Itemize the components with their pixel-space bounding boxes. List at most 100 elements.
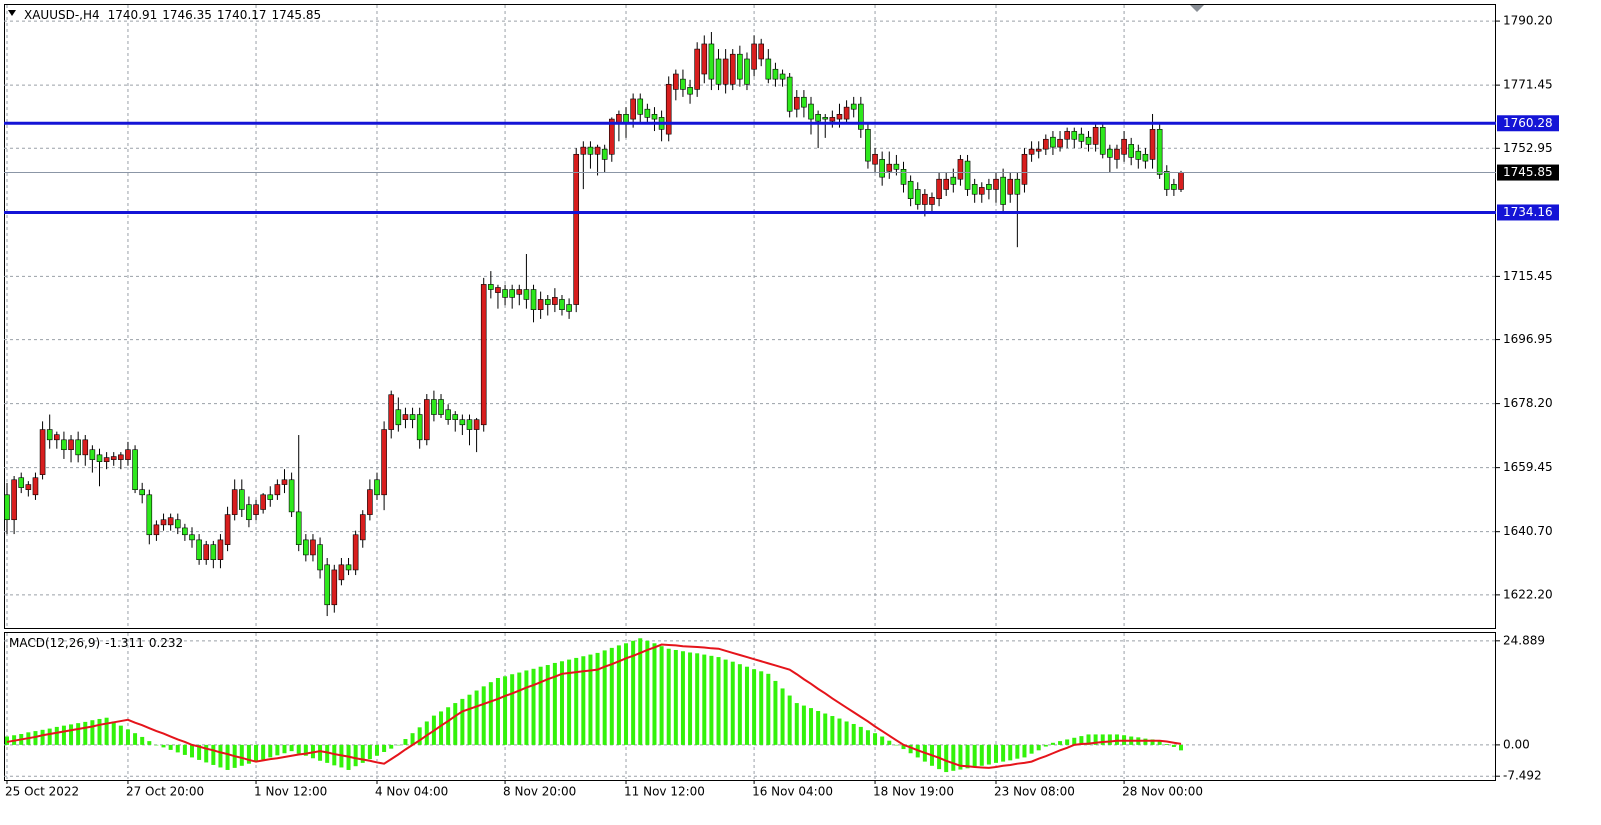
histogram-bar	[730, 661, 735, 745]
histogram-bar	[645, 640, 650, 745]
candle-body	[957, 159, 964, 180]
candle-body	[971, 184, 978, 195]
candle-body	[559, 299, 565, 310]
candle-body	[331, 569, 338, 606]
candle-body	[637, 98, 644, 115]
histogram-bar	[1079, 736, 1084, 745]
candle-body	[82, 439, 89, 456]
candle-body	[423, 399, 430, 441]
candle-body	[367, 489, 373, 515]
histogram-bar	[837, 718, 842, 745]
histogram-bar	[403, 739, 408, 745]
histogram-bar	[488, 682, 493, 745]
histogram-bar	[296, 744, 301, 754]
histogram-bar	[887, 740, 892, 745]
candle-body	[722, 58, 729, 85]
y-tick-label: 0.00	[1503, 737, 1530, 751]
candle-body	[900, 169, 907, 185]
candle-body	[217, 539, 224, 560]
histogram-bar	[246, 744, 251, 764]
candle-body	[11, 479, 17, 521]
y-tick-label: 1678.20	[1503, 396, 1553, 410]
candle-body	[167, 517, 174, 526]
histogram-bar	[147, 741, 152, 745]
candle-body	[281, 479, 288, 485]
candle-body	[1128, 144, 1134, 158]
candle-body	[274, 484, 281, 496]
histogram-bar	[602, 650, 607, 745]
y-tick-label: 24.889	[1503, 633, 1545, 647]
candle-body	[480, 284, 487, 426]
menu-arrow[interactable]	[8, 10, 16, 16]
histogram-bar	[189, 744, 194, 758]
chart-header: XAUUSD-,H4 1740.91 1746.35 1740.17 1745.85	[24, 8, 321, 22]
y-tick-label: 1622.20	[1503, 587, 1553, 601]
candle-body	[993, 178, 999, 190]
histogram-bar	[787, 695, 792, 745]
candle-body	[1178, 172, 1184, 190]
level-label: 1760.28	[1503, 116, 1553, 130]
x-tick-label: 16 Nov 04:00	[752, 785, 833, 799]
candle-body	[110, 456, 117, 460]
histogram-bar	[481, 686, 486, 745]
histogram-bar	[175, 744, 180, 753]
histogram-bar	[794, 703, 799, 745]
candle-body	[431, 399, 437, 415]
histogram-bar	[1001, 744, 1006, 762]
histogram-bar	[275, 744, 280, 756]
histogram-bar	[552, 662, 557, 745]
histogram-bar	[204, 744, 209, 763]
histogram-bar	[809, 708, 814, 745]
candle-body	[381, 429, 387, 496]
histogram-bar	[559, 661, 564, 745]
histogram-bar	[631, 640, 636, 745]
candle-body	[1163, 171, 1170, 190]
histogram-bar	[680, 651, 685, 745]
candle-body	[239, 489, 245, 510]
histogram-bar	[616, 645, 621, 745]
histogram-bar	[908, 744, 913, 754]
symbol: XAUUSD-,H4	[24, 8, 100, 22]
histogram-bar	[197, 744, 202, 760]
candle-body	[174, 519, 181, 529]
histogram-bar	[168, 744, 173, 750]
histogram-bar	[1029, 744, 1034, 754]
candle-body	[694, 48, 700, 90]
candle-body	[1000, 176, 1006, 205]
candle-body	[160, 519, 167, 526]
candle-body	[253, 504, 259, 515]
candle-body	[744, 58, 750, 85]
shift-marker[interactable]	[1190, 5, 1204, 12]
candle-body	[587, 146, 594, 155]
candle-body	[537, 299, 544, 310]
x-tick-label: 11 Nov 12:00	[624, 785, 705, 799]
histogram-bar	[111, 721, 116, 745]
y-tick-label: 1752.95	[1503, 141, 1553, 155]
candle-body	[267, 494, 274, 500]
header-close: 1745.85	[272, 8, 322, 22]
candle-body	[1057, 138, 1063, 148]
candle-body	[345, 564, 352, 571]
histogram-bar	[474, 690, 479, 745]
candle-body	[452, 414, 459, 420]
candle-body	[1142, 153, 1149, 162]
candle-body	[4, 494, 10, 521]
candle-body	[601, 148, 608, 160]
histogram-bar	[439, 711, 444, 745]
candle-body	[651, 114, 658, 120]
candle-body	[502, 289, 508, 298]
histogram-bar	[894, 744, 899, 746]
candle-body	[260, 494, 266, 510]
x-tick-label: 27 Oct 20:00	[126, 785, 204, 799]
macd-title: MACD(12,26,9) -1.311 0.232	[9, 636, 183, 650]
candle-body	[246, 504, 252, 521]
histogram-bar	[880, 736, 885, 745]
histogram-bar	[773, 680, 778, 745]
histogram-bar	[1114, 734, 1119, 745]
histogram-bar	[161, 744, 166, 748]
candle-body	[1035, 148, 1042, 152]
candle-body	[523, 289, 530, 300]
candle-body	[416, 414, 423, 441]
histogram-bar	[47, 728, 52, 745]
